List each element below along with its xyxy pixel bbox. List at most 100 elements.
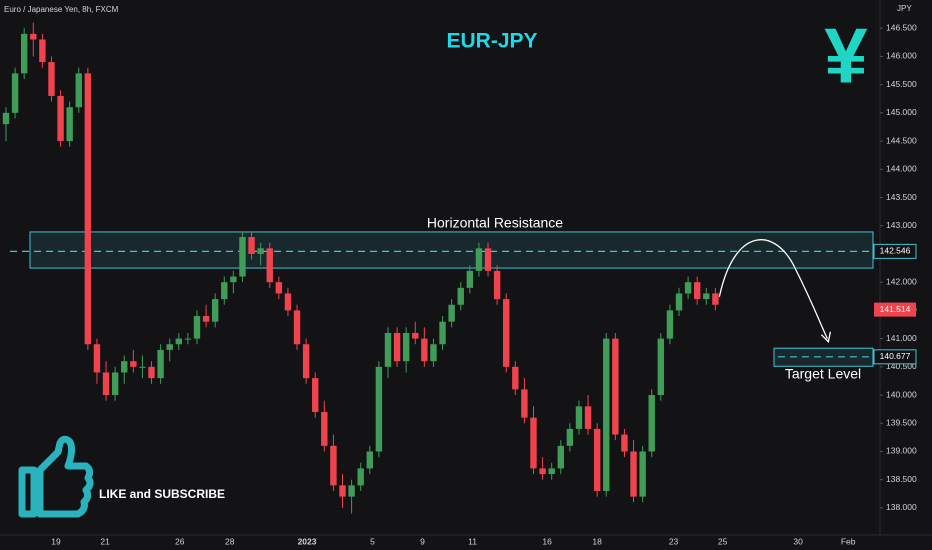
candle-body xyxy=(257,248,264,254)
x-tick-label: 23 xyxy=(669,536,679,546)
candle-body xyxy=(193,316,201,339)
x-tick-label: 18 xyxy=(592,536,602,546)
candle-body xyxy=(266,248,273,283)
icon-part xyxy=(18,466,38,518)
y-tick-label: 146.000 xyxy=(886,51,917,61)
candle-body xyxy=(130,361,137,367)
x-tick-label: 19 xyxy=(51,536,61,546)
candle-body xyxy=(330,445,337,486)
candle-body xyxy=(312,378,319,412)
candle-body xyxy=(321,411,328,446)
candle-body xyxy=(448,304,455,322)
candle-body xyxy=(221,282,228,300)
candle-body xyxy=(248,237,255,254)
candle-body xyxy=(566,428,574,446)
axis-unit: JPY xyxy=(897,4,912,13)
candle-body xyxy=(612,338,619,435)
candle-body xyxy=(666,310,674,339)
candle-body xyxy=(275,282,283,294)
candle-body xyxy=(102,372,110,396)
candle-body xyxy=(402,332,410,362)
candle-body xyxy=(84,73,92,345)
candle-body xyxy=(693,282,701,300)
resistance-zone xyxy=(29,231,874,269)
candle-body xyxy=(121,361,128,373)
arrow-head xyxy=(820,331,832,344)
resistance-level-label: 142.546 xyxy=(880,246,911,256)
last-price-label: 141.514 xyxy=(880,304,911,314)
candle-body xyxy=(357,468,364,486)
currency-icon: ¥ xyxy=(824,12,868,100)
candle-body xyxy=(93,344,101,373)
candle-body xyxy=(593,428,601,491)
y-tick-label: 144.000 xyxy=(886,164,917,174)
x-tick-label: 21 xyxy=(100,536,110,546)
y-tick-label: 145.000 xyxy=(886,107,917,117)
candle-body xyxy=(657,338,665,396)
candle-body xyxy=(457,287,464,305)
candle-body xyxy=(366,451,373,469)
x-tick-label: 11 xyxy=(468,536,477,546)
y-tick-label: 141.000 xyxy=(886,333,917,343)
last-price-tag xyxy=(874,302,916,317)
x-tick-label: 30 xyxy=(793,536,803,546)
candle-body xyxy=(166,344,173,350)
y-tick-label: 140.500 xyxy=(886,361,917,371)
candle-body xyxy=(11,73,19,113)
candle-body xyxy=(557,445,564,469)
x-tick-label: 25 xyxy=(718,536,728,546)
x-tick-label: 9 xyxy=(420,536,425,546)
target-zone xyxy=(773,347,874,367)
thumbs-up-icon xyxy=(18,435,94,518)
y-tick-label: 143.500 xyxy=(886,192,917,202)
candle-body xyxy=(603,338,610,491)
candle-body xyxy=(157,349,164,379)
candle-body xyxy=(184,338,192,340)
candle-body xyxy=(384,332,392,367)
y-tick-label: 145.500 xyxy=(886,79,917,89)
x-tick-label: 5 xyxy=(370,536,375,546)
y-tick-label: 138.000 xyxy=(886,502,917,512)
resistance-label: Horizontal Resistance xyxy=(427,215,563,231)
candle-body xyxy=(630,451,637,497)
candle-body xyxy=(175,338,183,345)
target-label: Target Level xyxy=(785,366,861,382)
candle-body xyxy=(548,468,555,475)
chart-title: EUR-JPY xyxy=(446,30,537,53)
candle-body xyxy=(211,299,219,322)
candle-body xyxy=(639,451,646,497)
candle-body xyxy=(412,332,419,339)
candle-body xyxy=(539,468,546,475)
candle-body xyxy=(475,248,483,271)
forecast-arrow xyxy=(718,239,828,340)
candle-body xyxy=(75,73,82,108)
candle-body xyxy=(30,33,37,40)
candle-body xyxy=(57,95,64,142)
candle-body xyxy=(430,344,437,362)
y-tick-label: 138.500 xyxy=(886,474,917,484)
candle-body xyxy=(621,434,628,452)
candle-body xyxy=(139,366,146,368)
y-tick-label: 146.500 xyxy=(886,22,917,32)
candle-body xyxy=(684,282,692,294)
candle-body xyxy=(493,270,501,300)
candle-body xyxy=(230,276,237,283)
candle-body xyxy=(148,366,155,379)
candle-body xyxy=(439,321,446,345)
target-level-tag xyxy=(873,349,917,365)
x-tick-label: 2023 xyxy=(298,536,317,546)
x-tick-label: 28 xyxy=(225,536,235,546)
candle-body xyxy=(530,417,537,469)
candle-body xyxy=(503,299,510,367)
candle-body xyxy=(712,293,719,305)
y-tick-label: 144.500 xyxy=(886,135,917,145)
resistance-level-tag xyxy=(873,243,917,259)
y-tick-label: 139.000 xyxy=(886,446,917,456)
candle-body xyxy=(293,310,301,345)
candle-body xyxy=(239,237,246,277)
candle-body xyxy=(375,366,383,452)
candle-body xyxy=(648,395,655,452)
x-tick-label: Feb xyxy=(841,536,856,546)
